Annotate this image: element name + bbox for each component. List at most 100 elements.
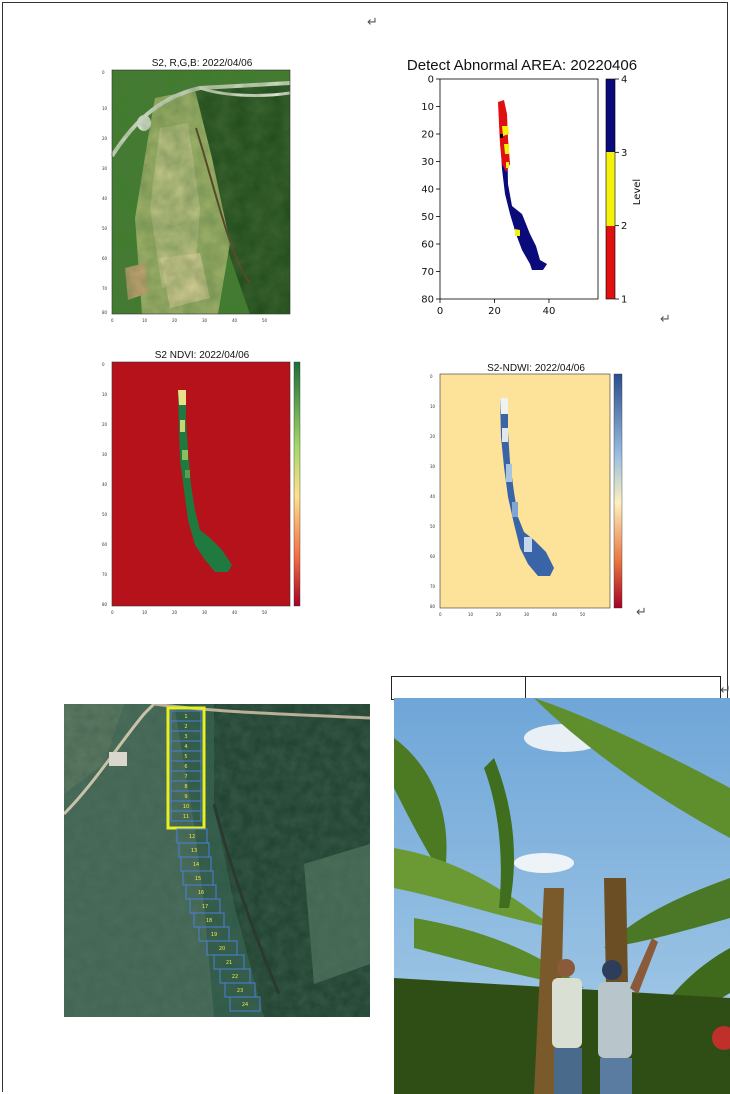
plot-cell-label: 2	[184, 724, 187, 730]
plot-cell-label: 9	[184, 794, 187, 800]
svg-text:40: 40	[102, 482, 108, 487]
x-tick-label: 20	[488, 306, 501, 317]
ndwi-figure: 0 10 20 30 40 50 60 70 80 0 10 20 30 40 50	[430, 373, 623, 617]
svg-text:10: 10	[102, 106, 108, 111]
svg-text:60: 60	[430, 554, 436, 559]
abnormal-title: Detect Abnormal AREA: 20220406	[406, 57, 638, 74]
svg-text:50: 50	[262, 318, 268, 323]
svg-text:70: 70	[102, 286, 108, 291]
svg-text:80: 80	[102, 602, 108, 607]
paragraph-mark: ↵	[367, 14, 378, 29]
table-header-frame	[391, 676, 721, 700]
svg-text:70: 70	[102, 572, 108, 577]
svg-text:50: 50	[102, 226, 108, 231]
svg-text:20: 20	[172, 318, 178, 323]
banana-photo	[394, 698, 730, 1094]
svg-text:20: 20	[102, 136, 108, 141]
paragraph-mark: ↵	[636, 604, 647, 619]
y-tick-label: 50	[421, 212, 434, 223]
plot-cell	[170, 810, 202, 822]
abnormal-level3-patch	[502, 126, 509, 136]
colorbar-label: Level	[632, 179, 643, 205]
plot-cell	[229, 996, 261, 1012]
svg-text:50: 50	[430, 524, 436, 529]
plot-cell-label: 13	[191, 848, 197, 854]
plot-cell-label: 15	[195, 876, 201, 882]
y-tick-label: 60	[421, 240, 434, 251]
paragraph-mark: ↵	[660, 311, 671, 326]
colorbar-tick-label: 3	[621, 148, 627, 159]
svg-text:40: 40	[102, 196, 108, 201]
svg-text:20: 20	[172, 610, 178, 615]
svg-text:0: 0	[111, 318, 114, 323]
abnormal-level3-patch	[506, 162, 509, 168]
colorbar-tick-label: 4	[621, 75, 627, 86]
plot-cell-label: 20	[219, 946, 225, 952]
colorbar-level3	[606, 152, 615, 226]
svg-text:10: 10	[142, 610, 148, 615]
svg-text:50: 50	[580, 612, 586, 617]
svg-text:80: 80	[102, 310, 108, 315]
svg-text:30: 30	[102, 452, 108, 457]
svg-text:30: 30	[430, 464, 436, 469]
plot-cell-label: 6	[184, 764, 187, 770]
ndvi-colorbar	[293, 361, 301, 607]
svg-text:0: 0	[111, 610, 114, 615]
svg-text:40: 40	[232, 610, 238, 615]
svg-text:0: 0	[102, 362, 105, 367]
plot-cell-label: 17	[202, 904, 208, 910]
svg-text:0: 0	[439, 612, 442, 617]
svg-text:20: 20	[102, 422, 108, 427]
abnormal-axes	[439, 78, 599, 300]
plot-cell-label: 21	[226, 960, 232, 966]
ndvi-title: S2 NDVI: 2022/04/06	[154, 350, 250, 361]
svg-text:10: 10	[102, 392, 108, 397]
svg-text:10: 10	[142, 318, 148, 323]
table-divider	[525, 676, 526, 700]
plot-cell-label: 24	[242, 1002, 248, 1008]
plot-cell-label: 5	[184, 754, 187, 760]
ndvi-image	[112, 362, 290, 606]
svg-text:20: 20	[430, 434, 436, 439]
svg-text:20: 20	[496, 612, 502, 617]
plot-cell-label: 14	[193, 862, 199, 868]
plot-cell-label: 8	[184, 784, 187, 790]
plot-cell-label: 4	[184, 744, 187, 750]
y-tick-label: 10	[421, 102, 434, 113]
svg-text:30: 30	[202, 318, 208, 323]
plot-cell-label: 3	[184, 734, 187, 740]
rgb-figure: 0 10 20 30 40 50 60 70 80 0 10 20 30 40 50	[102, 69, 291, 323]
x-tick-label: 0	[437, 306, 443, 317]
plot-cell-label: 11	[183, 814, 189, 820]
plot-cell-label: 18	[206, 918, 212, 924]
ndwi-image	[440, 374, 610, 608]
plot-cell-label: 23	[237, 988, 243, 994]
svg-text:0: 0	[102, 70, 105, 75]
svg-text:40: 40	[552, 612, 558, 617]
plot-cell-label: 12	[189, 834, 195, 840]
svg-text:70: 70	[430, 584, 436, 589]
paragraph-mark: ↵	[720, 682, 730, 697]
colorbar-level1	[606, 226, 615, 299]
ndvi-figure: 0 10 20 30 40 50 60 70 80 0 10 20 30 40 50	[102, 361, 301, 615]
y-tick-label: 0	[428, 75, 434, 86]
y-tick-label: 20	[421, 130, 434, 141]
plot-cell-label: 16	[198, 890, 204, 896]
rgb-title: S2, R,G,B: 2022/04/06	[151, 58, 253, 69]
svg-text:60: 60	[102, 542, 108, 547]
plot-cell-label: 19	[211, 932, 217, 938]
abnormal-level3-patch	[504, 144, 509, 154]
svg-text:50: 50	[262, 610, 268, 615]
svg-text:80: 80	[430, 604, 436, 609]
plot-cell-label: 22	[232, 974, 238, 980]
ndwi-title: S2-NDWI: 2022/04/06	[487, 363, 585, 374]
plot-cell-label: 1	[184, 714, 187, 720]
svg-text:50: 50	[102, 512, 108, 517]
y-tick-label: 80	[421, 295, 434, 306]
svg-text:10: 10	[468, 612, 474, 617]
svg-text:30: 30	[102, 166, 108, 171]
svg-text:30: 30	[524, 612, 530, 617]
y-tick-label: 70	[421, 267, 434, 278]
